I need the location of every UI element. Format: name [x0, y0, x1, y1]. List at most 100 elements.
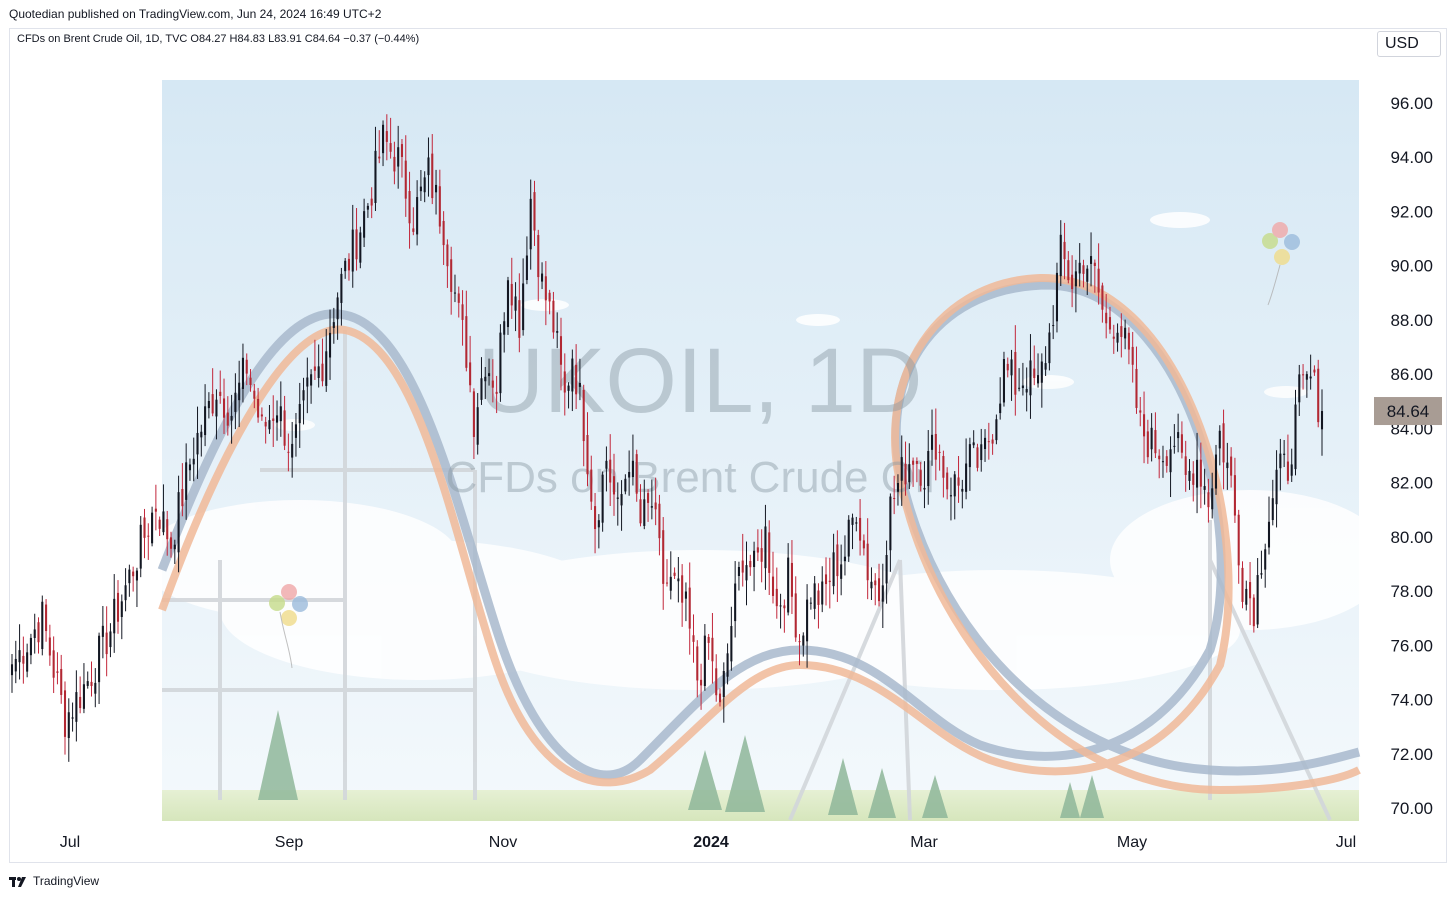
- candle-body: [151, 512, 154, 544]
- candle-body: [249, 377, 252, 385]
- candle: [230, 394, 233, 444]
- candle: [650, 479, 653, 520]
- candle-body: [222, 398, 226, 418]
- candle-body: [29, 637, 32, 656]
- candle-body: [1279, 453, 1282, 469]
- candle: [1283, 440, 1286, 468]
- candle-body: [1124, 327, 1127, 339]
- candle: [423, 171, 426, 203]
- candle-body: [226, 412, 229, 426]
- y-tick-label: 88.00: [1390, 311, 1433, 330]
- candle: [363, 198, 366, 247]
- candle-body: [344, 260, 347, 272]
- candle: [548, 289, 551, 315]
- candle: [711, 612, 714, 684]
- candle-body: [843, 556, 846, 562]
- candle: [734, 561, 737, 638]
- candle: [306, 357, 309, 414]
- candle-body: [147, 535, 150, 537]
- candle: [1143, 391, 1146, 464]
- candle: [684, 582, 687, 622]
- candle-body: [578, 382, 581, 387]
- candle: [643, 479, 646, 530]
- candle: [1033, 345, 1036, 386]
- symbol-legend[interactable]: CFDs on Brent Crude Oil, 1D, TVC O84.27 …: [17, 33, 420, 45]
- candle-body: [726, 653, 729, 677]
- candle: [147, 523, 150, 560]
- candle-body: [1271, 498, 1274, 521]
- candle-body: [98, 635, 101, 683]
- coaster-track-orange: [158, 273, 1361, 795]
- candle-body: [749, 561, 752, 568]
- candle-body: [204, 406, 207, 436]
- price-axis[interactable]: 96.0094.0092.0090.0088.0086.0084.0082.00…: [1390, 94, 1433, 818]
- candle-body: [1052, 325, 1055, 327]
- candle-body: [1014, 351, 1017, 395]
- candle-body: [1188, 470, 1191, 481]
- candle-body: [999, 403, 1002, 414]
- candle: [824, 557, 828, 606]
- candle-body: [381, 124, 385, 154]
- candle-body: [491, 380, 494, 388]
- candle: [594, 493, 597, 554]
- candle: [1086, 265, 1089, 296]
- candle-body: [1143, 414, 1146, 437]
- candle: [260, 407, 263, 421]
- candle: [1264, 543, 1267, 588]
- candle: [381, 120, 385, 167]
- x-tick-label: Jul: [60, 834, 80, 851]
- x-tick-label: Nov: [489, 834, 517, 851]
- candle: [722, 662, 725, 723]
- currency-button[interactable]: USD: [1377, 31, 1441, 57]
- candle: [139, 516, 142, 578]
- candle-body: [1192, 473, 1195, 485]
- candle-body: [412, 228, 415, 232]
- candle: [552, 291, 555, 339]
- candle: [908, 443, 911, 490]
- candle: [965, 438, 968, 500]
- x-tick-label: Jul: [1336, 834, 1356, 851]
- candle: [340, 267, 343, 326]
- candle-body: [336, 297, 339, 320]
- candle-body: [116, 592, 120, 622]
- candle-body: [639, 499, 642, 524]
- candle-body: [567, 385, 570, 391]
- time-axis[interactable]: Jul Sep Nov 2024 Mar May Jul: [60, 834, 1356, 851]
- candle: [385, 114, 388, 161]
- candle: [1294, 389, 1297, 476]
- candle-body: [798, 641, 801, 643]
- candle-body: [1101, 285, 1104, 310]
- candle: [105, 606, 108, 677]
- candle-body: [41, 601, 44, 650]
- candle: [86, 671, 89, 689]
- candle-body: [1245, 588, 1248, 605]
- candle: [904, 441, 907, 496]
- candle-body: [109, 631, 112, 648]
- candle-body: [582, 389, 585, 442]
- candle: [537, 229, 540, 302]
- candle: [82, 663, 85, 714]
- candle-body: [874, 580, 877, 586]
- candle-body: [544, 276, 547, 301]
- published-caption: Quotedian published on TradingView.com, …: [9, 7, 382, 21]
- candle-body: [1203, 486, 1206, 490]
- candle-body: [597, 520, 600, 528]
- candle-body: [143, 517, 146, 538]
- candle: [647, 489, 650, 522]
- candle: [332, 307, 335, 344]
- candle-body: [306, 377, 309, 387]
- candle: [726, 643, 729, 685]
- candle-body: [79, 696, 82, 709]
- candle: [1074, 259, 1077, 313]
- candle-body: [930, 434, 934, 450]
- candle-body: [1063, 241, 1066, 260]
- candle-body: [1033, 368, 1036, 379]
- candle-body: [601, 474, 604, 523]
- candle-body: [946, 472, 949, 490]
- candle: [1025, 367, 1028, 412]
- candle-body: [124, 585, 127, 601]
- candle: [177, 475, 180, 573]
- candle: [783, 599, 786, 633]
- candle-body: [423, 177, 426, 193]
